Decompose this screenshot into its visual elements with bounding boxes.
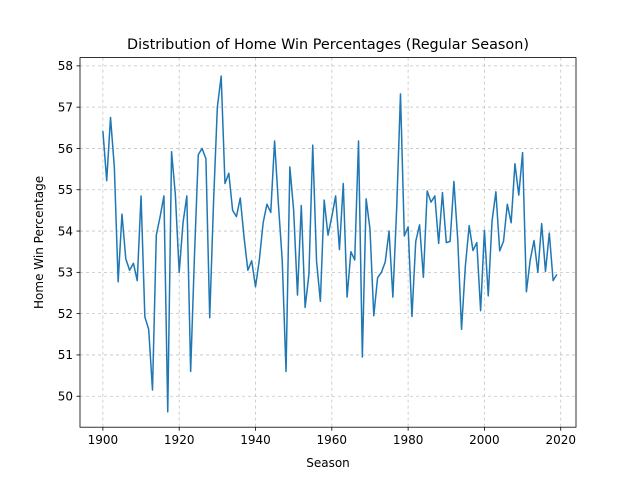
x-axis-label: Season [306, 456, 350, 470]
chart-title: Distribution of Home Win Percentages (Re… [127, 37, 529, 53]
y-tick-label: 52 [58, 307, 73, 321]
y-tick-label: 54 [58, 224, 73, 238]
y-axis-label: Home Win Percentage [32, 176, 46, 309]
x-tick-label: 1900 [88, 433, 119, 447]
x-tick-label: 1920 [164, 433, 195, 447]
y-tick-label: 53 [58, 266, 73, 280]
x-tick-label: 1980 [393, 433, 424, 447]
y-tick-label: 56 [58, 142, 73, 156]
grid-lines [80, 57, 576, 428]
x-tick-label: 2020 [545, 433, 576, 447]
y-tick-label: 51 [58, 348, 73, 362]
x-tick-label: 1940 [240, 433, 271, 447]
y-tick-label: 58 [58, 59, 73, 73]
axis-ticks: 1900 1920 1940 1960 1980 2000 2020 50 51 52 53 54 55… [58, 59, 576, 447]
y-tick-label: 55 [58, 183, 73, 197]
y-tick-label: 57 [58, 100, 73, 114]
x-tick-label: 1960 [317, 433, 348, 447]
series-layer [102, 75, 558, 413]
series-line [102, 75, 558, 413]
y-tick-label: 50 [58, 390, 73, 404]
x-tick-label: 2000 [469, 433, 500, 447]
plot-frame [79, 57, 577, 428]
